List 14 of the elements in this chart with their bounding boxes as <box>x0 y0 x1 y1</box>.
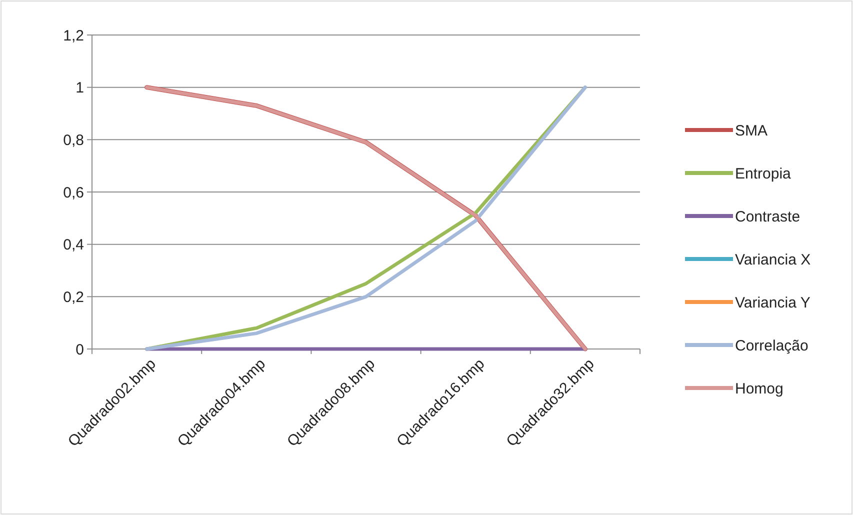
y-tick-label: 1 <box>76 80 84 97</box>
y-tick-label: 0 <box>76 341 84 358</box>
legend-label: Variancia X <box>735 251 811 268</box>
legend-label: SMA <box>735 122 768 140</box>
legend-label: Homog <box>735 380 784 398</box>
y-tick-label: 0,2 <box>63 288 84 306</box>
legend-label: Contraste <box>735 208 800 226</box>
legend-label: Correlação <box>735 337 808 354</box>
y-tick-label: 0,4 <box>63 236 84 254</box>
legend-label: Entropia <box>735 165 792 182</box>
legend-label: Variancia Y <box>735 294 810 312</box>
y-tick-label: 0,8 <box>63 132 84 149</box>
y-tick-label: 0,6 <box>63 184 84 202</box>
y-tick-label: 1,2 <box>63 27 84 44</box>
